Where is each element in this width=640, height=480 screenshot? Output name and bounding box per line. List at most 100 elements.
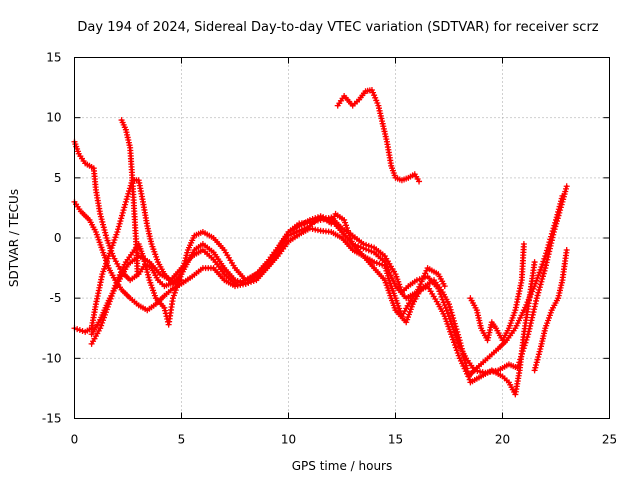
data-point bbox=[416, 178, 423, 185]
data-point bbox=[99, 218, 106, 225]
data-point bbox=[107, 247, 114, 254]
data-point bbox=[357, 244, 364, 251]
data-point bbox=[546, 239, 553, 246]
data-point bbox=[535, 351, 542, 358]
data-point bbox=[347, 235, 354, 242]
data-point bbox=[161, 304, 168, 311]
series-track-7 bbox=[334, 86, 423, 185]
data-point bbox=[446, 301, 452, 308]
data-point bbox=[142, 263, 149, 270]
data-point bbox=[415, 286, 422, 293]
data-point bbox=[449, 312, 456, 319]
data-point bbox=[417, 281, 424, 288]
data-point bbox=[345, 230, 352, 237]
data-point bbox=[455, 334, 462, 341]
data-point bbox=[290, 230, 297, 237]
data-point bbox=[557, 198, 564, 205]
data-point bbox=[360, 245, 367, 252]
data-point bbox=[448, 331, 455, 338]
data-point bbox=[113, 231, 120, 238]
data-point bbox=[105, 253, 112, 260]
data-point bbox=[542, 262, 549, 269]
data-point bbox=[538, 278, 545, 285]
data-point bbox=[301, 225, 308, 232]
x-axis-label: GPS time / hours bbox=[292, 459, 393, 473]
y-tick-label: 5 bbox=[54, 171, 62, 185]
data-point bbox=[418, 278, 425, 285]
data-point bbox=[452, 344, 459, 351]
data-point bbox=[530, 309, 537, 316]
data-point bbox=[162, 307, 169, 314]
data-point bbox=[171, 289, 178, 296]
series-trace bbox=[90, 212, 446, 336]
data-point bbox=[458, 342, 465, 349]
data-point bbox=[122, 198, 129, 205]
data-point bbox=[118, 215, 125, 222]
data-point bbox=[520, 241, 527, 248]
data-point bbox=[535, 353, 542, 360]
data-point bbox=[465, 370, 472, 377]
data-point bbox=[463, 365, 470, 372]
data-point bbox=[458, 345, 465, 352]
data-point bbox=[124, 193, 131, 200]
data-point bbox=[386, 269, 393, 276]
data-point bbox=[363, 246, 370, 253]
data-point bbox=[540, 270, 547, 277]
data-point bbox=[533, 295, 540, 302]
data-point bbox=[298, 226, 305, 233]
data-point bbox=[531, 303, 538, 310]
data-point bbox=[465, 373, 472, 380]
data-point bbox=[441, 283, 448, 290]
data-point bbox=[543, 247, 550, 254]
data-point bbox=[544, 244, 551, 251]
x-tick-label: 10 bbox=[281, 433, 296, 447]
data-point bbox=[532, 300, 539, 307]
data-point bbox=[355, 243, 362, 250]
data-point bbox=[114, 228, 121, 235]
data-point bbox=[144, 269, 151, 276]
data-point bbox=[450, 315, 457, 322]
data-point bbox=[98, 322, 105, 329]
data-point bbox=[441, 302, 448, 309]
data-point bbox=[371, 259, 378, 266]
data-point bbox=[455, 331, 462, 338]
data-point bbox=[390, 277, 397, 284]
data-point bbox=[545, 241, 552, 248]
data-point bbox=[76, 327, 83, 334]
data-point bbox=[100, 224, 107, 231]
data-point bbox=[541, 267, 548, 274]
y-axis-label: SDTVAR / TECUs bbox=[7, 189, 21, 287]
data-point bbox=[542, 253, 549, 260]
y-tick-label: 10 bbox=[46, 111, 61, 125]
data-point bbox=[175, 279, 182, 286]
data-point bbox=[534, 292, 541, 299]
data-point bbox=[452, 323, 459, 330]
data-point bbox=[563, 247, 570, 254]
data-point bbox=[533, 359, 540, 366]
data-point bbox=[101, 226, 108, 233]
data-point bbox=[529, 311, 536, 318]
data-point bbox=[448, 309, 455, 316]
data-point bbox=[102, 229, 109, 236]
data-point bbox=[459, 348, 466, 355]
data-point bbox=[543, 250, 550, 257]
data-point bbox=[100, 221, 107, 228]
data-point bbox=[117, 218, 124, 225]
data-point bbox=[343, 224, 350, 231]
data-point bbox=[296, 227, 303, 234]
data-point bbox=[108, 245, 115, 252]
data-point bbox=[520, 307, 527, 314]
data-point bbox=[111, 237, 118, 244]
data-point bbox=[533, 297, 540, 304]
data-point bbox=[304, 224, 311, 231]
data-point bbox=[388, 275, 395, 282]
data-point bbox=[451, 320, 458, 327]
data-point bbox=[536, 286, 543, 293]
data-point bbox=[556, 203, 563, 210]
data-point bbox=[531, 367, 538, 374]
data-point bbox=[531, 259, 538, 266]
data-point bbox=[110, 239, 117, 246]
data-point bbox=[123, 196, 130, 203]
data-point bbox=[532, 364, 539, 371]
data-point bbox=[450, 339, 457, 346]
